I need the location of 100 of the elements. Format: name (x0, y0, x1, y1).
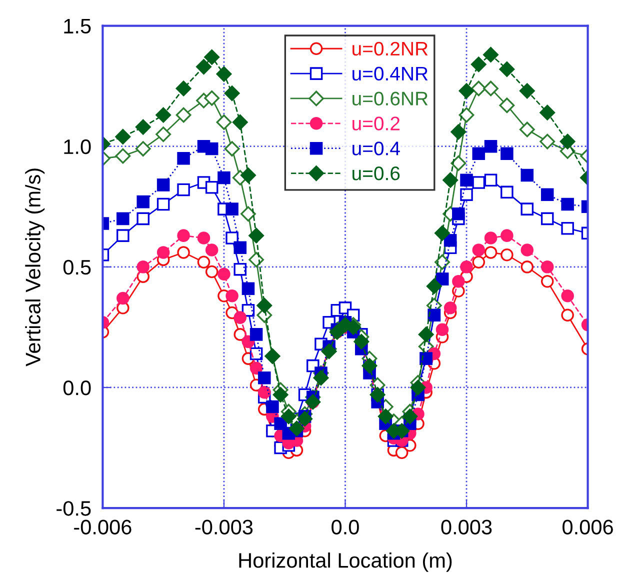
point (460, 260, 473, 274)
point (499, 98, 515, 114)
legend-label: u=0.4 (352, 142, 400, 156)
point (234, 328, 247, 341)
point (560, 134, 576, 150)
point (272, 387, 288, 402)
y-axis-title: Vertical Velocity (m/s) (25, 168, 45, 366)
point (460, 188, 473, 201)
point (561, 289, 574, 302)
point (234, 311, 247, 324)
legend-label: u=0.4NR (352, 66, 428, 81)
point (297, 411, 313, 427)
point (321, 344, 337, 360)
point (240, 168, 256, 183)
point (234, 241, 247, 254)
point (197, 256, 210, 268)
point (483, 47, 498, 62)
point (484, 140, 498, 153)
x-axis-title: Horizontal Location (m) (239, 552, 452, 572)
point (156, 126, 172, 142)
point (540, 188, 554, 201)
point (426, 278, 442, 294)
point (520, 202, 534, 216)
point (500, 229, 514, 242)
point (232, 114, 248, 130)
x-tick-label: 0.003 (441, 520, 492, 534)
point (234, 262, 247, 276)
point (434, 254, 450, 270)
point (444, 302, 457, 314)
point (436, 323, 449, 336)
x-tick-label: 0.0 (332, 520, 359, 534)
point (256, 298, 272, 314)
x-tick-label: -0.006 (74, 520, 132, 534)
point (472, 256, 486, 268)
point (177, 246, 190, 259)
point (156, 178, 170, 192)
point (205, 265, 218, 278)
point (450, 124, 466, 140)
point (226, 232, 238, 244)
point (452, 275, 465, 288)
point (116, 212, 130, 226)
point (240, 206, 256, 222)
point (561, 222, 574, 235)
point (470, 80, 486, 96)
point (116, 292, 130, 305)
point (224, 86, 240, 102)
point (156, 107, 172, 123)
point (472, 147, 486, 160)
point (218, 171, 230, 184)
point (226, 202, 238, 216)
point (540, 260, 554, 274)
point (218, 268, 230, 281)
point (216, 114, 232, 130)
point (205, 244, 218, 256)
point (540, 104, 556, 120)
point (450, 156, 466, 171)
point (136, 212, 150, 226)
point (248, 228, 264, 244)
point (204, 90, 220, 106)
y-tick-label: 0.5 (63, 260, 91, 275)
point (520, 244, 534, 256)
point (136, 260, 150, 274)
point (354, 334, 370, 350)
point (313, 370, 329, 386)
point (519, 83, 535, 99)
x-tick-label: 0.006 (562, 520, 613, 534)
point (458, 83, 474, 99)
point (242, 282, 255, 296)
point (250, 328, 263, 341)
point (156, 246, 170, 259)
point (176, 107, 192, 123)
point (434, 225, 450, 241)
point (115, 148, 131, 164)
point (258, 371, 271, 384)
point (135, 141, 151, 156)
point (177, 183, 190, 196)
point (500, 147, 514, 160)
point (418, 326, 434, 342)
point (156, 198, 170, 211)
point (442, 172, 458, 188)
point (216, 66, 232, 82)
point (136, 195, 150, 208)
y-tick-label: -0.5 (56, 501, 91, 516)
legend-label: u=0.6NR (352, 92, 428, 106)
point (289, 420, 304, 436)
y-tick-label: 1.5 (64, 19, 91, 34)
point (472, 176, 486, 189)
y-tick-label: 1.0 (64, 139, 91, 154)
point (483, 80, 498, 96)
point (484, 232, 498, 244)
point (250, 362, 263, 375)
point (205, 180, 218, 194)
point (484, 246, 498, 259)
point (452, 207, 465, 220)
point (205, 142, 218, 156)
point (561, 308, 574, 322)
point (224, 141, 240, 156)
point (196, 59, 212, 74)
legend-label: u=0.6 (352, 166, 400, 180)
point (470, 56, 486, 72)
